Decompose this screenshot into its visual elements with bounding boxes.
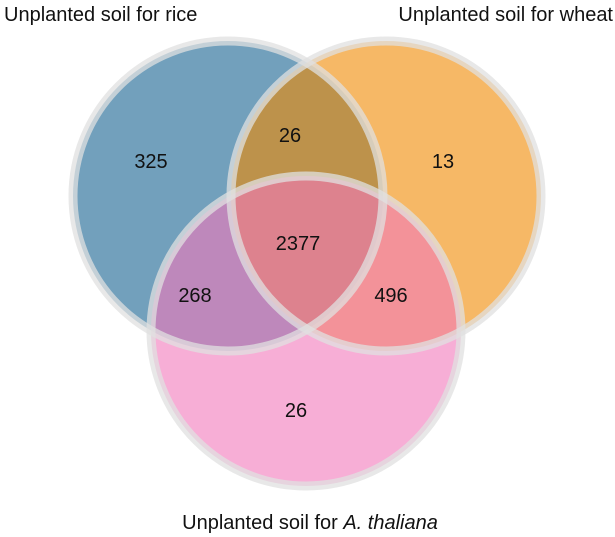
set-label-rice: Unplanted soil for rice	[4, 4, 197, 26]
count-rice-thaliana: 268	[178, 285, 211, 307]
set-label-thaliana-species: A. thaliana	[342, 512, 438, 534]
count-all-three: 2377	[276, 233, 321, 255]
set-label-thaliana-prefix: Unplanted soil for	[182, 512, 343, 534]
count-wheat-only: 13	[432, 151, 454, 173]
set-label-wheat: Unplanted soil for wheat	[398, 4, 613, 26]
set-ring-thaliana	[146, 171, 466, 491]
count-rice-wheat: 26	[279, 125, 301, 147]
count-wheat-thaliana: 496	[374, 285, 407, 307]
set-label-thaliana: Unplanted soil for A. thaliana	[182, 512, 438, 534]
count-rice-only: 325	[134, 151, 167, 173]
count-thaliana-only: 26	[285, 400, 307, 422]
